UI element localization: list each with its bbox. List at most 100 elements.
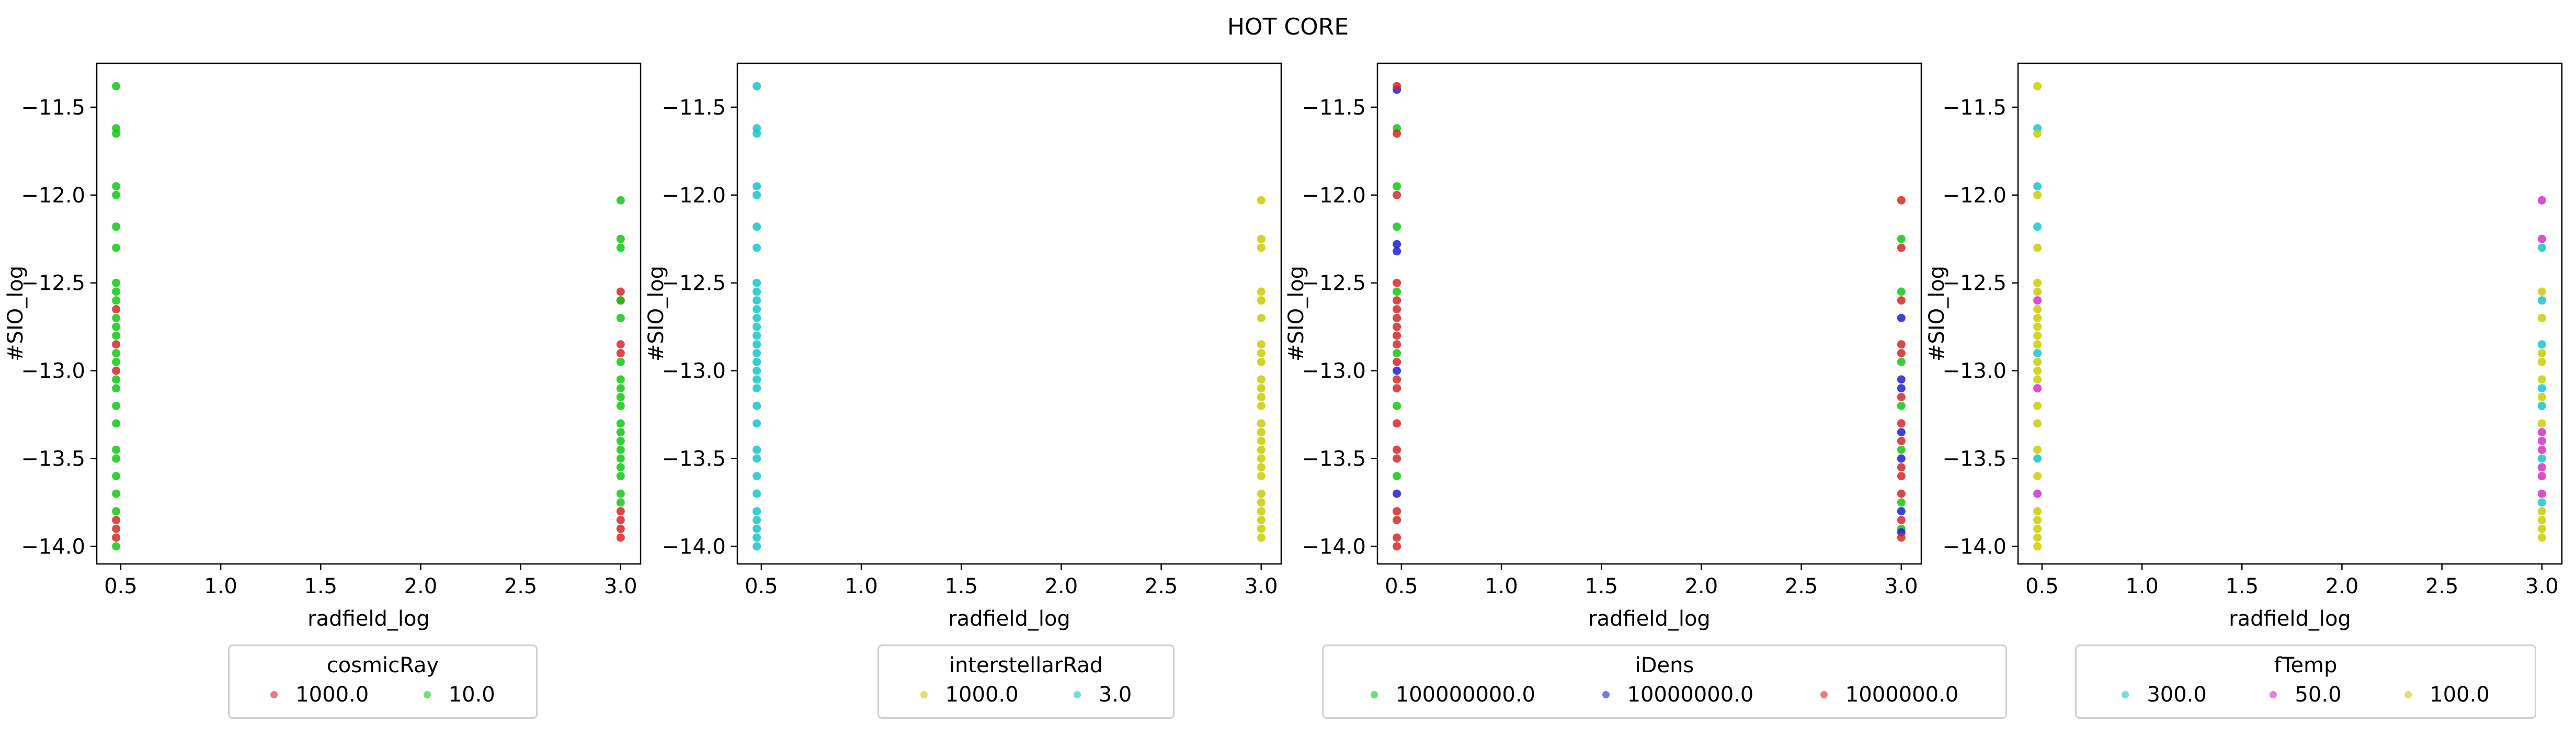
data-point <box>1257 524 1266 533</box>
data-point <box>2537 524 2546 533</box>
legend-entry: 100.0 <box>2404 683 2490 707</box>
legend-2: interstellarRad 1000.0 3.0 <box>877 644 1175 719</box>
y-tick-label: −12.5 <box>1302 272 1366 296</box>
data-point <box>2537 516 2546 525</box>
data-point <box>1257 454 1266 463</box>
data-point <box>1897 234 1906 243</box>
data-point <box>1257 428 1266 437</box>
data-point <box>1897 287 1906 296</box>
legend-entry: 1000.0 <box>270 683 369 707</box>
axes-frame <box>1376 62 1922 565</box>
data-point <box>1257 340 1266 349</box>
data-point <box>2033 296 2042 305</box>
data-point <box>1897 428 1906 437</box>
y-axis-label: #SIO_log <box>644 266 668 361</box>
data-point <box>1257 472 1266 481</box>
data-point <box>1393 454 1401 463</box>
data-point <box>1393 287 1401 296</box>
data-point <box>616 445 625 454</box>
y-tick-label: −12.0 <box>1942 184 2007 208</box>
data-point <box>112 419 121 428</box>
data-point <box>2537 313 2546 322</box>
x-tick-label: 1.5 <box>304 574 337 598</box>
data-point <box>1257 463 1266 472</box>
data-point <box>753 507 761 516</box>
legend-marker-icon <box>1370 691 1378 698</box>
data-point <box>616 296 625 305</box>
legend-label: 1000.0 <box>295 683 369 707</box>
data-point <box>1897 196 1906 205</box>
y-tick-label: −12.0 <box>662 184 726 208</box>
data-point <box>2033 287 2042 296</box>
data-point <box>112 322 121 331</box>
legend-label: 1000000.0 <box>1845 683 1959 707</box>
data-point <box>2537 419 2546 428</box>
data-point <box>1897 243 1906 252</box>
series-1 <box>112 287 625 542</box>
data-point <box>1393 401 1401 410</box>
data-point <box>1393 331 1401 340</box>
figure-title: HOT CORE <box>1227 14 1349 40</box>
data-point <box>1393 419 1401 428</box>
data-point <box>753 516 761 525</box>
data-point <box>616 384 625 393</box>
legend-marker-icon <box>1073 691 1081 698</box>
data-point <box>2033 445 2042 454</box>
y-tick-label: −14.0 <box>662 535 726 559</box>
data-point <box>1257 243 1266 252</box>
data-point <box>753 313 761 322</box>
data-point <box>753 243 761 252</box>
data-point <box>616 428 625 437</box>
data-point <box>112 190 121 199</box>
data-point <box>616 472 625 481</box>
data-point <box>112 340 121 349</box>
data-point <box>112 472 121 481</box>
data-point <box>2537 472 2546 481</box>
x-axis-label: radfield_log <box>948 607 1070 631</box>
data-point <box>2033 472 2042 481</box>
x-axis-label: radfield_log <box>307 607 430 631</box>
data-point <box>1257 516 1266 525</box>
data-point <box>616 375 625 384</box>
data-point <box>112 507 121 516</box>
x-tick-label: 2.0 <box>404 574 438 598</box>
x-tick-label: 0.5 <box>104 574 138 598</box>
data-point <box>2537 401 2546 410</box>
y-tick-label: −11.5 <box>21 96 85 120</box>
data-point <box>112 357 121 366</box>
data-point <box>1897 454 1906 463</box>
data-point <box>616 436 625 445</box>
data-point <box>1393 507 1401 516</box>
y-tick-label: −13.0 <box>21 359 85 383</box>
data-point <box>1393 222 1401 231</box>
data-point <box>1393 349 1401 358</box>
data-point <box>112 401 121 410</box>
data-point <box>1257 384 1266 393</box>
data-point <box>1897 436 1906 445</box>
data-point <box>1393 129 1401 138</box>
data-point <box>2537 375 2546 384</box>
data-point <box>2033 516 2042 525</box>
series-3 <box>1393 82 1906 551</box>
data-point <box>2033 349 2042 358</box>
data-point <box>1393 366 1401 375</box>
x-tick-label: 1.5 <box>944 574 978 598</box>
x-tick-label: 2.5 <box>504 574 538 598</box>
x-tick-label: 1.5 <box>2225 574 2259 598</box>
data-point <box>753 384 761 393</box>
data-point <box>1897 533 1906 542</box>
data-point <box>616 454 625 463</box>
data-point <box>753 182 761 191</box>
data-point <box>112 287 121 296</box>
data-point <box>1393 357 1401 366</box>
legend-entries: 1000.0 10.0 <box>230 683 536 707</box>
data-point <box>1897 445 1906 454</box>
data-point <box>1897 516 1906 525</box>
data-point <box>1257 287 1266 296</box>
y-tick-label: −12.0 <box>1302 184 1366 208</box>
data-point <box>2537 349 2546 358</box>
y-tick-label: −13.5 <box>662 447 726 471</box>
data-point <box>753 340 761 349</box>
legend-title: fTemp <box>2274 653 2338 677</box>
data-point <box>2033 129 2042 138</box>
